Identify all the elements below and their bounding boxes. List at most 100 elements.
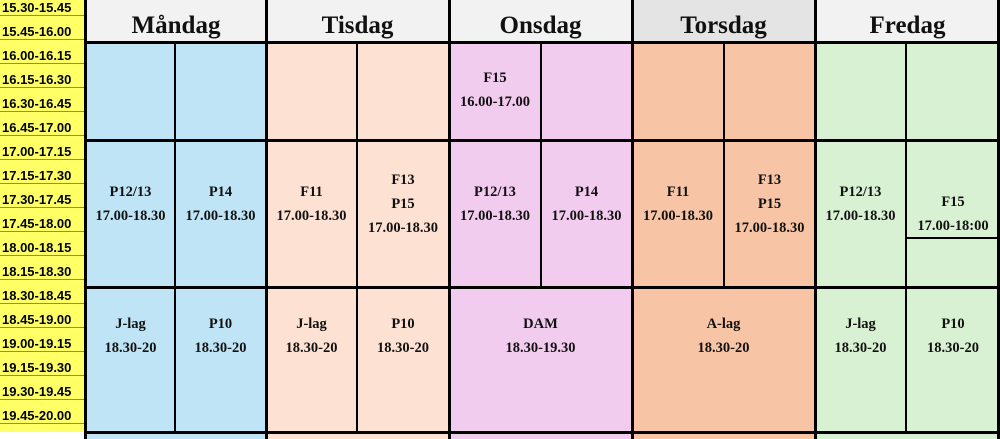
session-mandag-p1213: P12/13 17.00-18.30: [86, 168, 175, 240]
grid-line: [540, 42, 542, 288]
time-slot: 17.30-17.45: [0, 192, 86, 208]
session-team: P14: [574, 184, 599, 200]
session-team: P15: [391, 196, 415, 212]
session-fredag-jlag: J-lag 18.30-20: [815, 300, 906, 372]
session-onsdag-dam: DAM 18.30-19.30: [449, 300, 632, 372]
time-slot: 15.30-15.45: [0, 0, 86, 16]
session-mandag-p10: P10 18.30-20: [175, 300, 266, 372]
grid-line: [84, 139, 1000, 142]
session-team: P10: [208, 316, 233, 332]
day-header-onsdag: Onsdag: [499, 12, 582, 39]
session-time: 17.00-18.30: [734, 220, 805, 236]
time-slot: 16.15-16.30: [0, 72, 86, 88]
session-time: 16.00-17.00: [459, 94, 531, 110]
grid-line: [356, 42, 358, 288]
grid-line: [265, 0, 268, 439]
time-slot: 15.45-16.00: [0, 24, 86, 40]
session-team: F15: [941, 194, 965, 210]
session-torsdag-alag: A-lag 18.30-20: [632, 300, 815, 372]
grid-line: [448, 0, 451, 439]
session-team: F11: [666, 184, 690, 200]
time-slot: 17.45-18.00: [0, 216, 86, 232]
session-time: 18.30-20: [104, 340, 157, 356]
time-slot: 18.30-18.45: [0, 288, 86, 304]
grid-line: [174, 42, 176, 288]
time-slot: 18.00-18.15: [0, 240, 86, 256]
grid-line: [723, 42, 725, 288]
session-team: P10: [941, 316, 965, 332]
session-team: F15: [483, 70, 507, 86]
session-torsdag-f11: F11 17.00-18.30: [632, 168, 724, 240]
time-slot: 18.15-18.30: [0, 264, 86, 280]
time-slot: 19.30-19.45: [0, 384, 86, 400]
grid-line: [84, 431, 1000, 434]
session-time: 17.00-18.30: [642, 208, 714, 224]
time-slot: 17.15-17.30: [0, 168, 86, 184]
day-header-mandag: Måndag: [131, 12, 221, 39]
session-time: 17.00-18.30: [367, 220, 439, 236]
session-time: 17.00-18.30: [276, 208, 347, 224]
session-mandag-jlag: J-lag 18.30-20: [86, 300, 175, 372]
grid-line: [905, 288, 907, 432]
time-slot: 19.15-19.30: [0, 360, 86, 376]
session-fredag-f15: F15 17.00-18:00: [906, 190, 1000, 238]
header-bg-torsdag: [632, 0, 815, 42]
time-slot: 18.45-19.00: [0, 312, 86, 328]
grid-line: [997, 0, 1000, 439]
session-team: F11: [300, 184, 323, 200]
session-team: P12/13: [109, 184, 152, 200]
session-team: J-lag: [845, 316, 876, 332]
session-time: 18.30-20: [697, 340, 750, 356]
session-torsdag-f13-p15: F13 P15 17.00-18.30: [724, 156, 815, 252]
grid-line: [84, 0, 87, 439]
grid-line: [631, 0, 634, 439]
grid-line: [356, 288, 358, 432]
day-header-fredag: Fredag: [869, 12, 946, 39]
session-time: 17.00-18.30: [551, 208, 622, 224]
grid-line: [84, 286, 1000, 289]
session-fredag-p10: P10 18.30-20: [906, 300, 1000, 372]
session-time: 17.00-18.30: [459, 208, 531, 224]
session-fredag-p1213: P12/13 17.00-18.30: [815, 168, 906, 240]
session-time: 18.30-20: [194, 340, 247, 356]
session-time: 17.00-18.30: [95, 208, 166, 224]
time-slot: 16.30-16.45: [0, 96, 86, 112]
time-slot: 19.45-20.00: [0, 408, 86, 424]
time-slot: 16.45-17.00: [0, 120, 86, 136]
session-team: P15: [757, 196, 782, 212]
session-team: J-lag: [296, 316, 327, 332]
session-onsdag-p14: P14 17.00-18.30: [541, 168, 632, 240]
day-header-tisdag: Tisdag: [321, 12, 394, 39]
session-time: 18.30-19.30: [505, 340, 576, 356]
session-team: DAM: [523, 316, 558, 332]
session-time: 17.00-18:00: [917, 218, 989, 234]
grid-line: [84, 41, 1000, 44]
session-time: 18.30-20: [285, 340, 338, 356]
session-onsdag-p1213: P12/13 17.00-18.30: [449, 168, 541, 240]
session-onsdag-f15: F15 16.00-17.00: [449, 58, 541, 122]
session-team: F13: [391, 172, 415, 188]
day-header-torsdag: Torsdag: [680, 12, 767, 39]
session-time: 17.00-18.30: [185, 208, 256, 224]
session-tisdag-f11: F11 17.00-18.30: [266, 168, 357, 240]
session-team: P12/13: [839, 184, 882, 200]
session-team: P12/13: [474, 184, 516, 200]
session-tisdag-jlag: J-lag 18.30-20: [266, 300, 357, 372]
session-team: F13: [757, 172, 782, 188]
header-bg: [86, 0, 1000, 42]
session-team: A-lag: [706, 316, 741, 332]
grid-line: [814, 0, 817, 439]
session-time: 18.30-20: [377, 340, 429, 356]
session-time: 18.30-20: [927, 340, 979, 356]
fredag-column-bg: [815, 42, 1000, 439]
session-mandag-p14: P14 17.00-18.30: [175, 168, 266, 240]
session-time: 18.30-20: [834, 340, 887, 356]
session-team: P10: [391, 316, 415, 332]
mandag-column-bg: [86, 42, 266, 439]
session-tisdag-f13-p15: F13 P15 17.00-18.30: [357, 156, 449, 252]
session-tisdag-p10: P10 18.30-20: [357, 300, 449, 372]
time-slot: 17.00-17.15: [0, 144, 86, 160]
time-slot: 16.00-16.15: [0, 48, 86, 64]
session-team: J-lag: [115, 316, 146, 332]
